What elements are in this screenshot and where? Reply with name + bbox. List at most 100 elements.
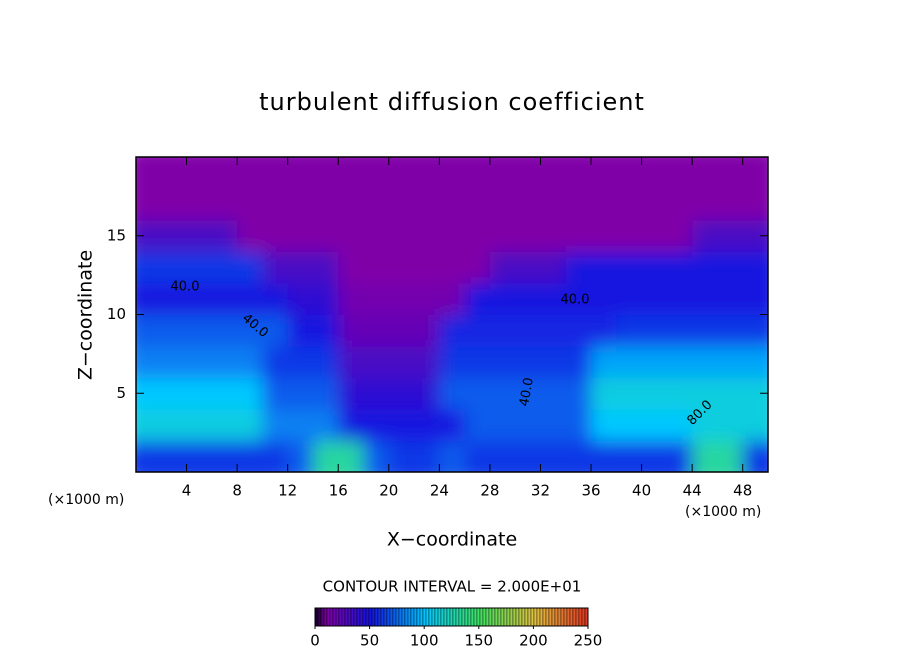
heatmap-cell — [262, 440, 289, 472]
colorbar-stripe — [557, 607, 562, 627]
heatmap-cell — [717, 440, 744, 472]
colorbar-stripe — [371, 607, 376, 627]
heatmap-cell — [363, 188, 390, 221]
heatmap-cell — [515, 188, 541, 221]
colorbar-stripe — [365, 607, 370, 627]
heatmap-cell — [641, 409, 668, 441]
heatmap-cell — [186, 377, 213, 410]
heatmap-cell — [616, 346, 643, 378]
heatmap-cell — [363, 283, 390, 315]
heatmap-cell — [565, 314, 592, 347]
heatmap-cell — [439, 346, 466, 378]
heatmap-cell — [186, 283, 213, 315]
heatmap-cell — [565, 283, 592, 315]
heatmap-cell — [287, 346, 314, 378]
colorbar-stripe — [446, 607, 451, 627]
heatmap-cell — [312, 251, 339, 284]
colorbar-stripe — [320, 607, 325, 627]
heatmap-cell — [692, 188, 718, 221]
colorbar-stripe — [389, 607, 394, 627]
colorbar-stripe — [398, 607, 403, 627]
colorbar-stripe — [464, 607, 469, 627]
heatmap-cell — [489, 188, 516, 221]
heatmap-cell — [692, 346, 718, 378]
heatmap-cell — [616, 283, 643, 315]
heatmap-cell — [464, 377, 491, 410]
heatmap-cell — [161, 409, 188, 441]
colorbar-stripe — [377, 607, 382, 627]
heatmap-cell — [186, 314, 213, 347]
heatmap-cell — [363, 377, 390, 410]
heatmap-cell — [489, 409, 516, 441]
heatmap-cell — [439, 220, 466, 252]
heatmap-cell — [237, 188, 263, 221]
heatmap-cell — [136, 157, 162, 189]
heatmap-cell — [161, 157, 188, 189]
heatmap-cell — [211, 346, 238, 378]
heatmap-cell — [666, 314, 693, 347]
heatmap-cell — [742, 409, 768, 441]
colorbar-stripe — [341, 607, 346, 627]
heatmap-cell — [338, 440, 365, 472]
heatmap-cell — [742, 283, 768, 315]
colorbar-stripe — [425, 607, 430, 627]
heatmap-cell — [616, 440, 643, 472]
heatmap-cell — [287, 157, 314, 189]
colorbar-stripe — [431, 607, 436, 627]
heatmap-cell — [591, 220, 617, 252]
heatmap-cell — [641, 346, 668, 378]
heatmap-cell — [540, 377, 567, 410]
colorbar-stripe — [503, 607, 508, 627]
x-unit: (×1000 m) — [685, 504, 761, 520]
heatmap-cell — [591, 377, 617, 410]
heatmap-cell — [262, 157, 289, 189]
colorbar-stripe — [428, 607, 433, 627]
colorbar-stripe — [572, 607, 577, 627]
colorbar-stripe — [368, 607, 373, 627]
heatmap-cell — [489, 440, 516, 472]
colorbar-stripe — [527, 607, 532, 627]
heatmap-cell — [515, 157, 541, 189]
heatmap-cell — [287, 283, 314, 315]
heatmap-cell — [161, 440, 188, 472]
y-tick-label: 5 — [116, 384, 126, 402]
colorbar-stripe — [563, 607, 568, 627]
heatmap-cell — [312, 220, 339, 252]
heatmap-cell — [717, 283, 744, 315]
heatmap-cell — [464, 283, 491, 315]
y-tick-label: 10 — [107, 305, 126, 323]
heatmap-cell — [666, 440, 693, 472]
heatmap-cell — [591, 251, 617, 284]
heatmap-cell — [565, 377, 592, 410]
heatmap-cell — [414, 157, 440, 189]
heatmap-cell — [464, 251, 491, 284]
heatmap-cell — [338, 157, 365, 189]
heatmap-cell — [692, 251, 718, 284]
heatmap-cell — [287, 440, 314, 472]
heatmap-cell — [186, 188, 213, 221]
colorbar-stripe — [419, 607, 424, 627]
colorbar-stripe — [362, 607, 367, 627]
heatmap-cell — [414, 440, 440, 472]
heatmap-cell — [312, 188, 339, 221]
heatmap-cell — [666, 251, 693, 284]
heatmap-cell — [439, 188, 466, 221]
heatmap-cell — [262, 283, 289, 315]
colorbar-stripe — [497, 607, 502, 627]
heatmap-cell — [717, 346, 744, 378]
colorbar-stripe — [575, 607, 580, 627]
heatmap-cell — [591, 314, 617, 347]
heatmap-cell — [515, 346, 541, 378]
heatmap-cell — [414, 283, 440, 315]
heatmap-cell — [439, 409, 466, 441]
colorbar-stripe — [494, 607, 499, 627]
colorbar-stripe — [506, 607, 511, 627]
heatmap-cell — [641, 188, 668, 221]
heatmap-cell — [641, 157, 668, 189]
heatmap-cell — [591, 409, 617, 441]
heatmap-cell — [439, 440, 466, 472]
heatmap-cell — [414, 377, 440, 410]
heatmap-cell — [565, 220, 592, 252]
colorbar-stripe — [488, 607, 493, 627]
heatmap-cell — [742, 251, 768, 284]
